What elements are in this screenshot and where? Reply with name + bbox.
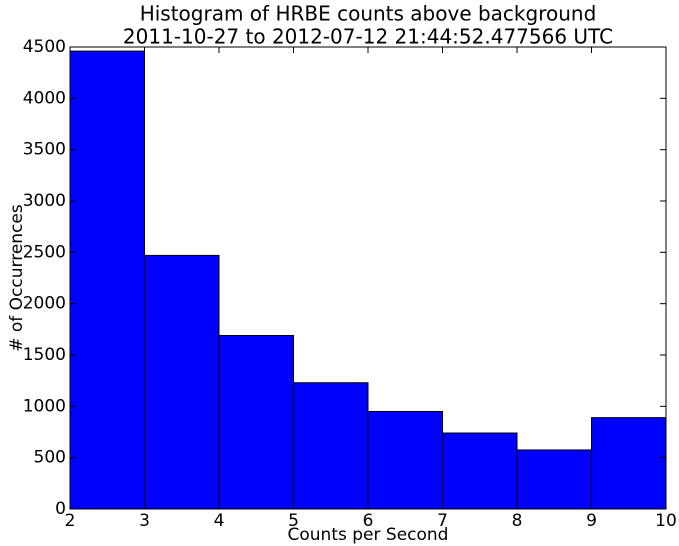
- y-tick-label: 1000: [23, 396, 66, 416]
- bar: [69, 50, 145, 510]
- chart-title-line: Histogram of HRBE counts above backgroun…: [140, 2, 597, 26]
- bar: [591, 417, 667, 510]
- x-tick-label: 4: [214, 511, 225, 531]
- y-tick-label: 4000: [23, 88, 66, 108]
- y-tick-label: 1500: [23, 345, 66, 365]
- x-tick-label: 3: [139, 511, 150, 531]
- y-axis-label: # of Occurrences: [7, 204, 27, 352]
- y-tick-label: 0: [55, 499, 66, 519]
- y-tick-label: 500: [34, 448, 66, 468]
- y-tick-label: 3000: [23, 191, 66, 211]
- y-tick-label: 2000: [23, 294, 66, 314]
- x-tick-label: 8: [512, 511, 523, 531]
- x-tick-label: 9: [586, 511, 597, 531]
- x-tick-label: 5: [288, 511, 299, 531]
- bar: [442, 432, 518, 510]
- y-tick-label: 2500: [23, 242, 66, 262]
- x-tick-label: 10: [655, 511, 677, 531]
- x-tick-label: 6: [363, 511, 374, 531]
- x-axis-label: Counts per Second: [288, 525, 449, 545]
- bar: [144, 254, 220, 510]
- chart-title-line: 2011-10-27 to 2012-07-12 21:44:52.477566…: [123, 25, 613, 49]
- bar: [293, 382, 369, 510]
- bar: [367, 410, 443, 510]
- bar: [516, 449, 592, 510]
- x-tick-label: 2: [65, 511, 76, 531]
- y-tick-label: 4500: [23, 37, 66, 57]
- x-tick-label: 7: [437, 511, 448, 531]
- y-tick-label: 3500: [23, 140, 66, 160]
- bar: [218, 334, 294, 510]
